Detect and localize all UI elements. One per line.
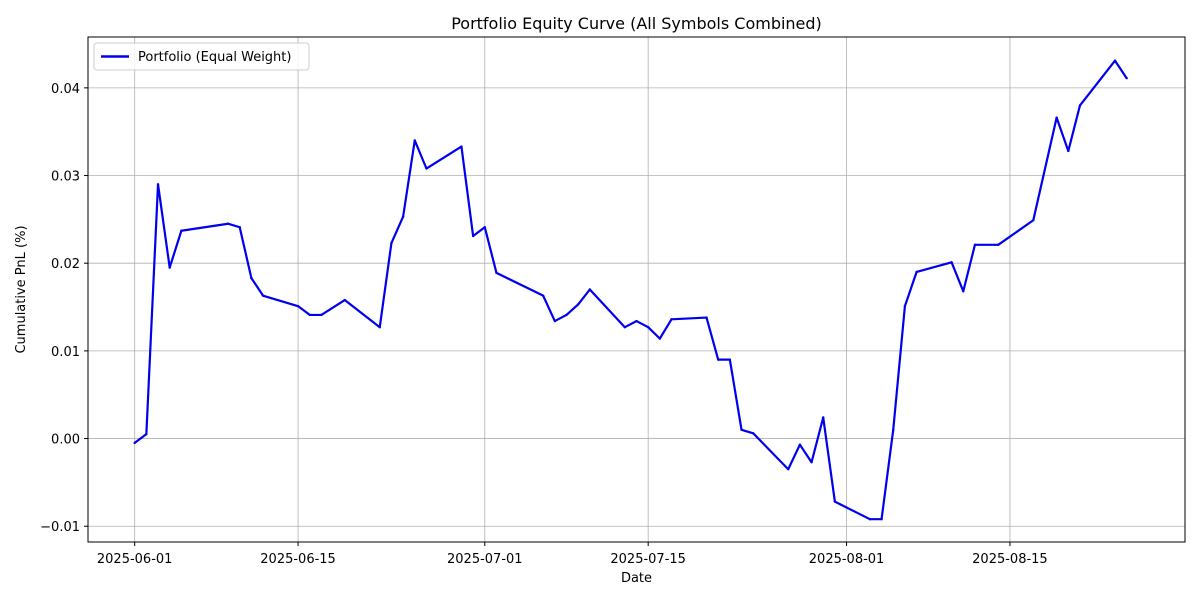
data-point (740, 428, 743, 431)
data-point (787, 468, 790, 471)
y-tick-label: 0.04 (51, 82, 80, 97)
data-point (658, 337, 662, 340)
legend-box (93, 42, 310, 71)
data-point (915, 270, 918, 274)
x-tick-label: 2025-08-15 (972, 552, 1048, 567)
data-point (635, 319, 638, 323)
data-point (576, 303, 580, 306)
data-point (343, 298, 346, 302)
ticks: 2025-06-01 2025-06-15 2025-07-01 2025-07-15… (40, 82, 1048, 567)
data-point (413, 139, 416, 142)
data-point (997, 243, 1000, 246)
x-tick-label: 2025-06-01 (97, 552, 173, 567)
data-point (1067, 149, 1070, 153)
y-tick-label: 0.03 (51, 170, 80, 185)
data-point (226, 222, 230, 225)
data-point (401, 215, 405, 218)
data-point (460, 145, 463, 148)
data-point (320, 313, 323, 317)
data-point (752, 432, 755, 435)
data-point (670, 318, 673, 321)
data-point (880, 518, 883, 521)
data-point (390, 241, 393, 245)
x-tick-label: 2025-07-01 (447, 552, 523, 567)
x-tick-label: 2025-08-01 (809, 552, 885, 567)
data-point (623, 326, 627, 329)
y-tick-label: 0.01 (51, 345, 80, 360)
data-point (646, 326, 650, 329)
data-point (471, 234, 475, 238)
chart-title: Portfolio Equity Curve (All Symbols Comb… (451, 14, 822, 33)
data-point (168, 266, 171, 269)
legend: Portfolio (Equal Weight) (93, 42, 310, 71)
data-point (296, 304, 300, 308)
data-point (962, 290, 965, 293)
data-point (588, 288, 592, 291)
data-point (238, 226, 241, 229)
data-point (378, 326, 381, 329)
data-point (250, 276, 253, 280)
x-tick-label: 2025-07-15 (610, 552, 686, 567)
data-point (1113, 59, 1117, 62)
y-axis-label: Cumulative PnL (%) (14, 225, 29, 353)
legend-entry-portfolio: Portfolio (Equal Weight) (138, 50, 291, 65)
y-tick-label: 0.00 (51, 433, 80, 448)
data-point (810, 461, 813, 464)
data-point (1055, 116, 1058, 119)
y-tick-label: −0.01 (40, 520, 80, 535)
data-point (798, 443, 802, 446)
plot-area-frame (87, 36, 1186, 543)
y-tick-label: 0.02 (51, 257, 80, 272)
data-point (483, 226, 486, 229)
data-point (133, 441, 136, 445)
series-layer (133, 59, 1128, 521)
data-point (822, 416, 825, 419)
data-point (541, 294, 545, 297)
data-point (180, 229, 183, 232)
data-point (973, 243, 977, 246)
data-point (1032, 219, 1035, 222)
x-axis-label: Date (621, 571, 652, 586)
data-point (716, 358, 720, 361)
data-point (261, 294, 265, 297)
data-point (145, 432, 148, 436)
data-point (868, 518, 872, 521)
data-point (903, 304, 907, 308)
grid (88, 37, 1185, 542)
data-point (833, 500, 837, 503)
data-point (950, 261, 953, 264)
data-point (1125, 77, 1128, 80)
data-point (1078, 104, 1082, 107)
data-point (553, 319, 557, 323)
data-point (565, 313, 568, 317)
data-point (705, 316, 708, 319)
series-line-portfolio (134, 59, 1128, 521)
data-point (308, 313, 311, 317)
data-point (728, 358, 732, 361)
x-tick-label: 2025-06-15 (260, 552, 336, 567)
data-point (892, 428, 895, 431)
data-point (425, 167, 428, 170)
data-point (495, 271, 498, 275)
data-point (156, 183, 160, 186)
